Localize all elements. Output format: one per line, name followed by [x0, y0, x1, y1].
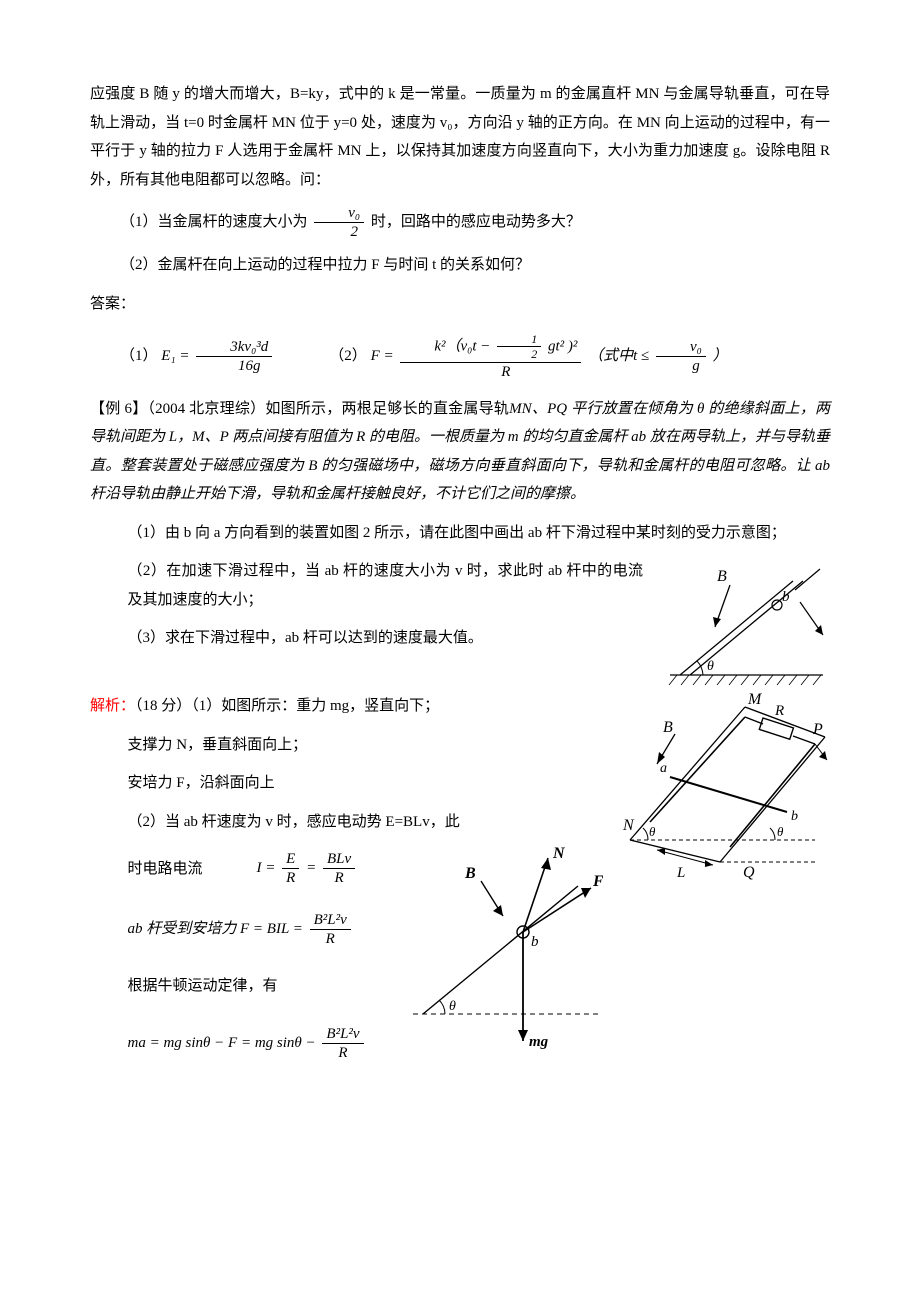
problem5-context: 应强度 B 随 y 的增大而增大，B=ky，式中的 k 是一常量。一质量为 m … — [90, 80, 830, 194]
ans1-frac: 3kv₀³d 16g — [196, 338, 272, 375]
svg-text:F: F — [592, 873, 603, 890]
ans2: （2） F = k²（v₀t − 1 2 gt² )² R （式中t ≤ v₀ … — [299, 332, 727, 381]
figure-incline-simple: θ B b — [655, 557, 830, 692]
ans1: （1） E₁ = 3kv₀³d 16g — [90, 338, 275, 375]
svg-text:L: L — [676, 865, 685, 881]
svg-text:a: a — [660, 761, 667, 776]
problem6-q1: （1）由 b 向 a 方向看到的装置如图 2 所示，请在此图中画出 ab 杆下滑… — [128, 519, 831, 548]
svg-text:b: b — [782, 589, 790, 605]
problem6-body: 【例 6】（2004 北京理综）如图所示，两根足够长的直金属导轨MN、PQ 平行… — [90, 395, 830, 509]
svg-text:R: R — [774, 703, 784, 719]
svg-text:N: N — [552, 846, 566, 862]
svg-text:mg: mg — [529, 1034, 549, 1050]
svg-text:B: B — [464, 865, 476, 882]
problem5-q2: （2）金属杆在向上运动的过程中拉力 F 与时间 t 的关系如何？ — [90, 251, 830, 280]
current-formula: 时电路电流 I = E R = BLv R — [128, 850, 392, 887]
svg-text:N: N — [622, 817, 635, 834]
figure-force-diagram: θ b N F B mg — [403, 846, 603, 1051]
fraction-v0-2: v₀ 2 — [314, 204, 364, 241]
svg-text:B: B — [717, 568, 727, 585]
svg-text:P: P — [812, 721, 823, 738]
svg-text:θ: θ — [707, 659, 714, 674]
analysis-label: 解析： — [90, 698, 135, 714]
ans2-frac: k²（v₀t − 1 2 gt² )² R — [400, 332, 581, 381]
problem5-q1: （1）当金属杆的速度大小为 v₀ 2 时，回路中的感应电动势多大？ — [90, 204, 830, 241]
q1-prefix: （1）当金属杆的速度大小为 — [120, 214, 308, 230]
svg-text:θ: θ — [777, 824, 784, 839]
answers-label: 答案： — [90, 290, 830, 319]
svg-text:M: M — [747, 691, 763, 708]
ans2-limit-frac: v₀ g — [656, 338, 706, 375]
q1-suffix: 时，回路中的感应电动势多大？ — [371, 214, 581, 230]
svg-text:θ: θ — [649, 824, 656, 839]
svg-text:Q: Q — [743, 864, 755, 881]
ampere-force-formula: ab 杆受到安培力 F = BIL = B²L²v R — [128, 911, 392, 948]
svg-text:b: b — [791, 809, 798, 824]
problem5-answers: （1） E₁ = 3kv₀³d 16g （2） F = k²（v₀t − 1 2… — [90, 332, 830, 381]
svg-text:θ: θ — [449, 999, 456, 1014]
svg-text:b: b — [531, 934, 539, 950]
svg-text:B: B — [663, 719, 673, 736]
figure-rails-3d: R a b M N P Q B L θ θ — [615, 682, 830, 882]
newton-formula: 根据牛顿运动定律，有 ma = mg sinθ − F = mg sinθ − … — [128, 972, 392, 1062]
